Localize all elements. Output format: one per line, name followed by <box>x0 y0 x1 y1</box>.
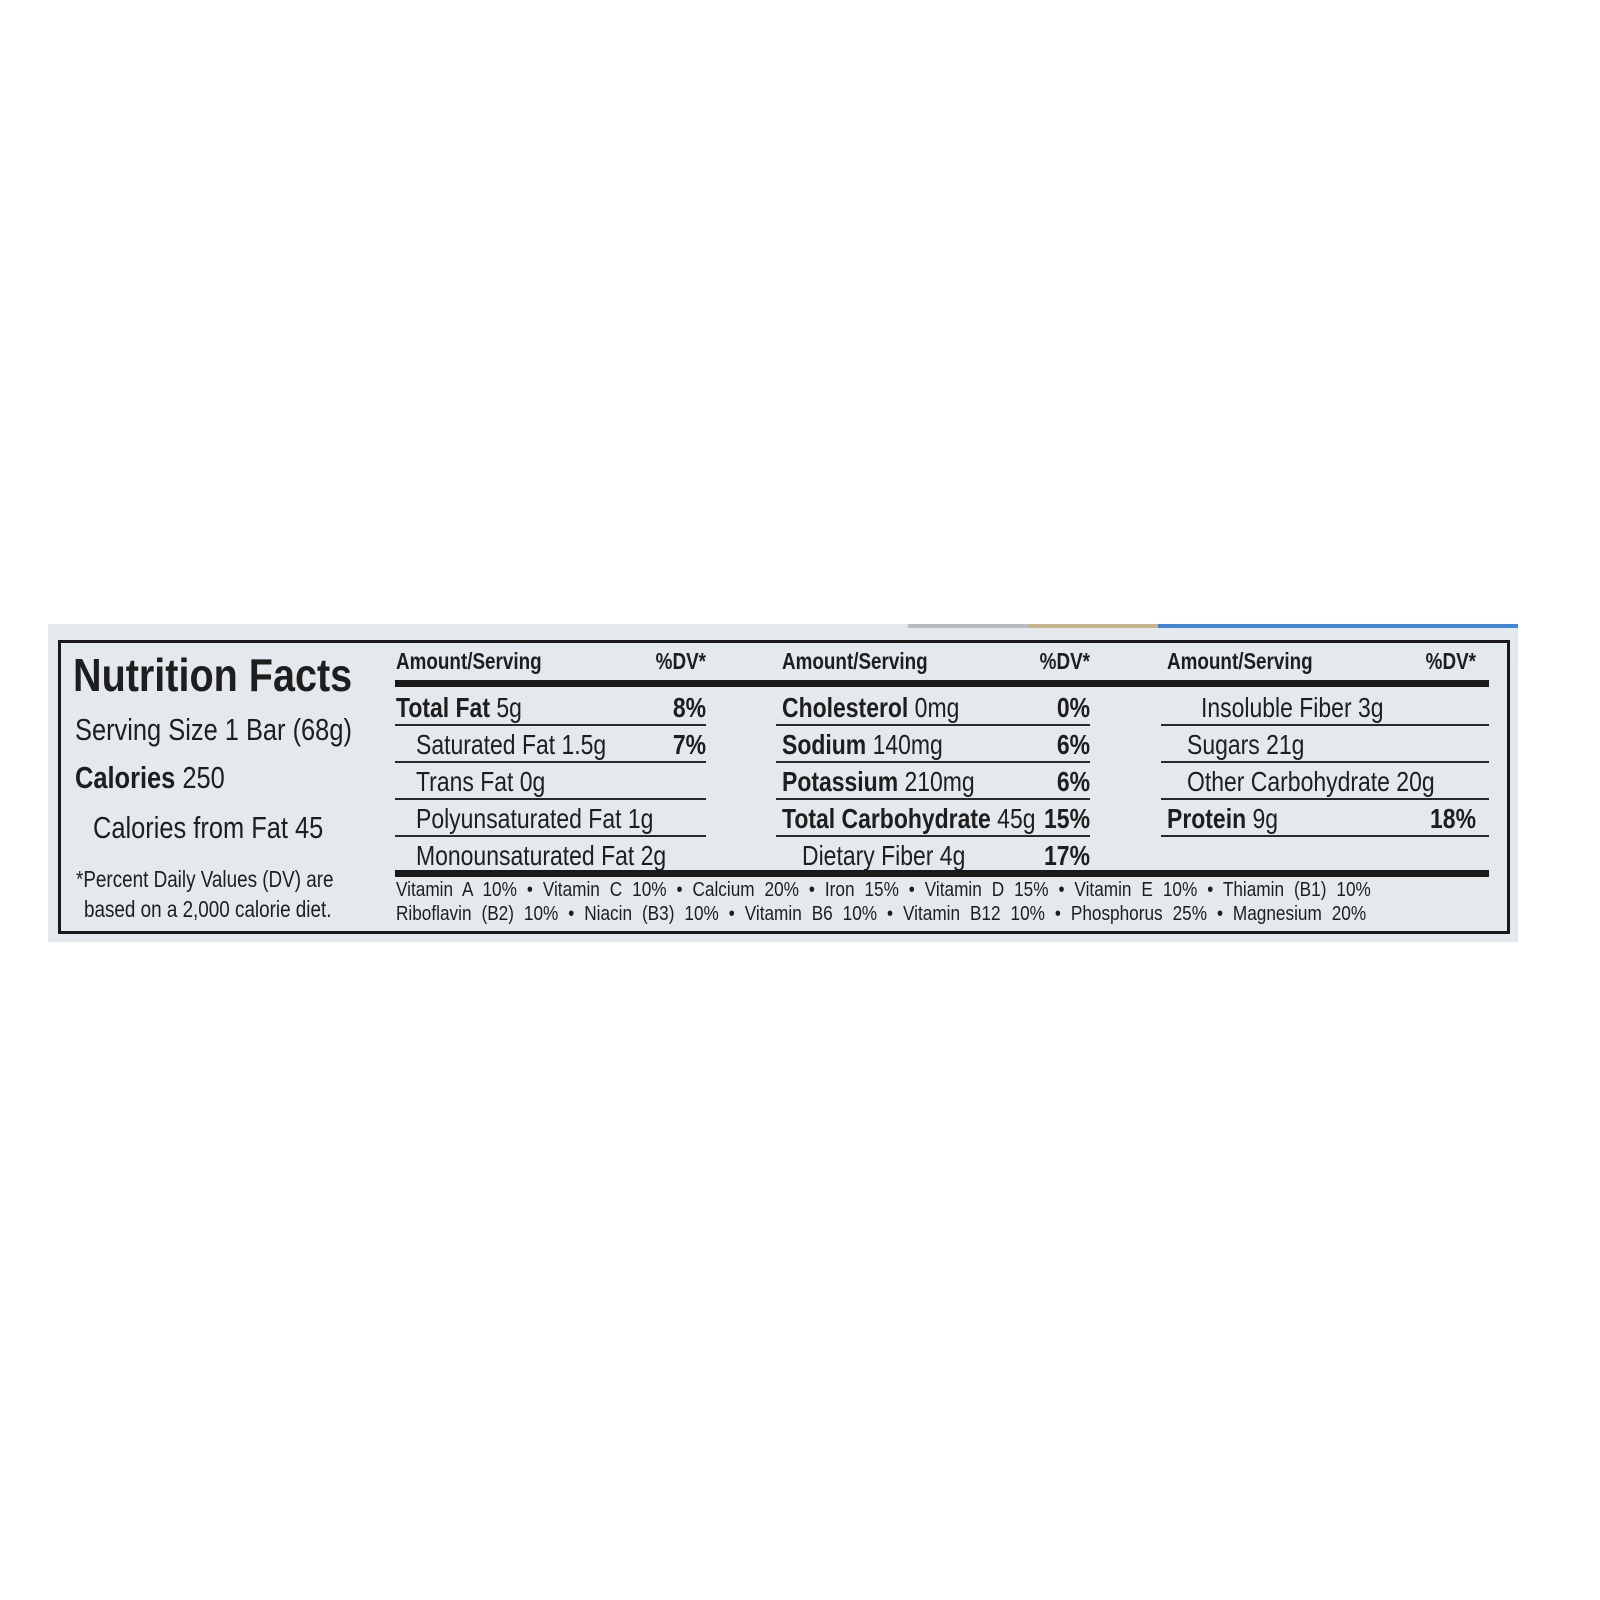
row-divider <box>1161 761 1489 763</box>
row-divider <box>395 724 706 726</box>
nutrient-dv: 18% <box>1430 803 1476 834</box>
footnote-line-1: *Percent Daily Values (DV) are <box>76 866 334 892</box>
nutrient-label: Trans Fat <box>416 766 514 797</box>
calories-from-fat: Calories from Fat 45 <box>93 810 324 845</box>
nutrient-dv: 8% <box>672 692 706 723</box>
header-divider <box>395 680 1489 687</box>
nutrient-label: Sugars <box>1187 729 1260 760</box>
nutrient-row: Monounsaturated Fat 2g <box>416 842 666 870</box>
nutrient-amount: 3g <box>1357 692 1384 723</box>
nutrient-dv: 17% <box>1044 840 1090 871</box>
nutrient-row: Total Carbohydrate 45g <box>782 805 1035 833</box>
package-strip <box>1158 624 1518 628</box>
vitamins-line-2: Riboflavin (B2) 10% • Niacin (B3) 10% • … <box>396 903 1367 925</box>
nutrient-label: Cholesterol <box>782 692 909 723</box>
nutrient-label: Total Carbohydrate <box>782 803 991 834</box>
nutrient-dv: 15% <box>1044 803 1090 834</box>
nutrient-row: Total Fat 5g <box>396 694 522 722</box>
package-strip <box>908 624 1028 628</box>
nutrient-dv: 0% <box>1056 692 1090 723</box>
nutrient-amount: 2g <box>640 840 667 871</box>
nutrient-amount: 140mg <box>872 729 943 760</box>
row-divider <box>395 761 706 763</box>
nutrient-row: Polyunsaturated Fat 1g <box>416 805 653 833</box>
nutrient-row: Protein 9g <box>1167 805 1278 833</box>
row-divider <box>1161 724 1489 726</box>
footnote-line-2: based on a 2,000 calorie diet. <box>84 896 332 922</box>
row-divider <box>395 798 706 800</box>
nutrient-amount: 210mg <box>904 766 975 797</box>
header-dv: %DV* <box>1039 648 1090 674</box>
nutrient-row: Potassium 210mg <box>782 768 975 796</box>
calories-label: Calories <box>75 760 176 795</box>
nutrient-amount: 21g <box>1266 729 1305 760</box>
header-amount: Amount/Serving <box>782 648 928 674</box>
nutrient-amount: 0g <box>519 766 546 797</box>
row-divider <box>1161 798 1489 800</box>
nutrient-row: Insoluble Fiber 3g <box>1201 694 1384 722</box>
nutrient-label: Other Carbohydrate <box>1187 766 1390 797</box>
row-divider <box>776 798 1090 800</box>
row-divider <box>776 724 1090 726</box>
nutrient-row: Sugars 21g <box>1187 731 1304 759</box>
nutrient-dv: 6% <box>1056 729 1090 760</box>
row-divider <box>776 835 1090 837</box>
nutrient-amount: 1g <box>627 803 654 834</box>
row-divider <box>395 835 706 837</box>
nutrient-amount: 1.5g <box>561 729 607 760</box>
nutrient-amount: 20g <box>1396 766 1435 797</box>
nutrient-row: Cholesterol 0mg <box>782 694 959 722</box>
nutrient-label: Potassium <box>782 766 899 797</box>
header-amount: Amount/Serving <box>1167 648 1313 674</box>
nutrient-dv: 7% <box>672 729 706 760</box>
nutrient-amount: 0mg <box>914 692 960 723</box>
nutrient-label: Total Fat <box>396 692 490 723</box>
serving-size: Serving Size 1 Bar (68g) <box>75 712 352 747</box>
header-dv: %DV* <box>655 648 706 674</box>
calories: Calories 250 <box>75 762 225 793</box>
package-strip <box>1028 624 1158 628</box>
nutrient-amount: 5g <box>496 692 522 723</box>
nutrient-amount: 4g <box>939 840 966 871</box>
nutrient-label: Sodium <box>782 729 867 760</box>
nutrient-label: Polyunsaturated Fat <box>416 803 622 834</box>
calories-value: 250 <box>182 760 225 795</box>
nutrient-label: Insoluble Fiber <box>1201 692 1352 723</box>
nutrient-label: Saturated Fat <box>416 729 556 760</box>
nutrient-row: Trans Fat 0g <box>416 768 545 796</box>
nutrient-amount: 9g <box>1252 803 1279 834</box>
vitamins-divider <box>395 870 1489 877</box>
nutrient-row: Sodium 140mg <box>782 731 943 759</box>
nutrient-amount: 45g <box>997 803 1036 834</box>
nutrition-facts-box <box>58 640 1510 934</box>
label-panel <box>48 624 1518 942</box>
row-divider <box>1161 835 1489 837</box>
nutrient-label: Monounsaturated Fat <box>416 840 635 871</box>
header-amount: Amount/Serving <box>396 648 542 674</box>
nutrient-label: Protein <box>1167 803 1247 834</box>
nutrient-row: Saturated Fat 1.5g <box>416 731 606 759</box>
nutrient-label: Dietary Fiber <box>802 840 934 871</box>
nutrient-row: Other Carbohydrate 20g <box>1187 768 1435 796</box>
header-dv: %DV* <box>1425 648 1476 674</box>
nutrition-facts-title: Nutrition Facts <box>73 649 353 701</box>
nutrient-row: Dietary Fiber 4g <box>802 842 965 870</box>
vitamins-line-1: Vitamin A 10% • Vitamin C 10% • Calcium … <box>396 879 1371 901</box>
nutrient-dv: 6% <box>1056 766 1090 797</box>
row-divider <box>776 761 1090 763</box>
